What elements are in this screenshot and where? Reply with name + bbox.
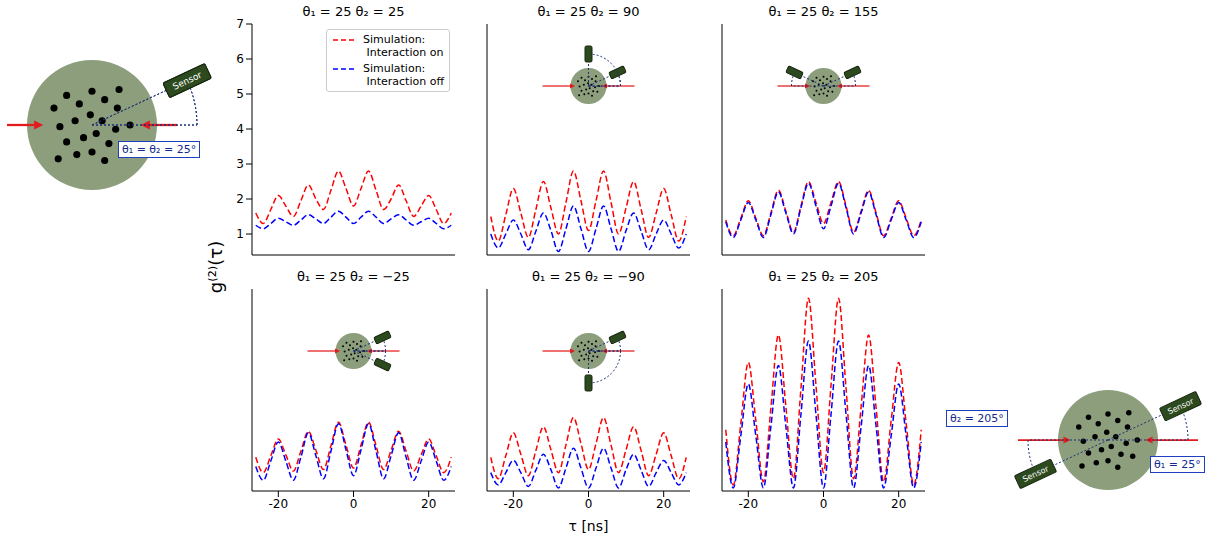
svg-text:0: 0 bbox=[585, 497, 593, 511]
html-text:θ₁ = 25 θ₂ = 90: θ₁ = 25 θ₂ = 90 bbox=[537, 4, 640, 19]
svg-text:20: 20 bbox=[891, 497, 906, 511]
html-text:θ₁ = 25 θ₂ = 25: θ₁ = 25 θ₂ = 25 bbox=[302, 4, 405, 19]
html-text:θ₁ = 25°: θ₁ = 25° bbox=[1154, 458, 1201, 471]
svg-text:1: 1 bbox=[236, 227, 244, 241]
svg-text:20: 20 bbox=[421, 497, 436, 511]
svg-text:4: 4 bbox=[236, 122, 244, 136]
svg-text:20: 20 bbox=[656, 497, 671, 511]
html-text:τ [ns]: τ [ns] bbox=[568, 518, 609, 534]
svg-text:Sensor: Sensor bbox=[1021, 464, 1050, 484]
html-text:Simulation: Interaction off: Simulation: Interaction off bbox=[363, 62, 444, 88]
html-text:θ₁ = 25 θ₂ = 205: θ₁ = 25 θ₂ = 205 bbox=[768, 269, 879, 284]
html-text:θ₁ = θ₂ = 25°: θ₁ = θ₂ = 25° bbox=[122, 143, 197, 156]
svg-text:-20: -20 bbox=[504, 497, 524, 511]
html-text:θ₁ = 25 θ₂ = 155: θ₁ = 25 θ₂ = 155 bbox=[768, 4, 879, 19]
html-text:Simulation: Interaction on: Simulation: Interaction on bbox=[363, 33, 444, 59]
svg-text:Sensor: Sensor bbox=[171, 70, 203, 92]
svg-text:-20: -20 bbox=[739, 497, 759, 511]
html-text:θ₂ = 205°: θ₂ = 205° bbox=[950, 412, 1004, 425]
svg-text:0: 0 bbox=[350, 497, 358, 511]
svg-text:6: 6 bbox=[236, 52, 244, 66]
svg-text:Sensor: Sensor bbox=[1166, 396, 1195, 416]
svg-text:7: 7 bbox=[236, 17, 244, 31]
svg-text:3: 3 bbox=[236, 157, 244, 171]
svg-text:-20: -20 bbox=[269, 497, 289, 511]
html-text:g⁽²⁾(τ): g⁽²⁾(τ) bbox=[205, 240, 226, 294]
svg-text:0: 0 bbox=[820, 497, 828, 511]
html-text:θ₁ = 25 θ₂ = −90: θ₁ = 25 θ₂ = −90 bbox=[532, 269, 645, 284]
svg-text:5: 5 bbox=[236, 87, 244, 101]
html-text:θ₁ = 25 θ₂ = −25: θ₁ = 25 θ₂ = −25 bbox=[297, 269, 410, 284]
svg-text:2: 2 bbox=[236, 192, 244, 206]
